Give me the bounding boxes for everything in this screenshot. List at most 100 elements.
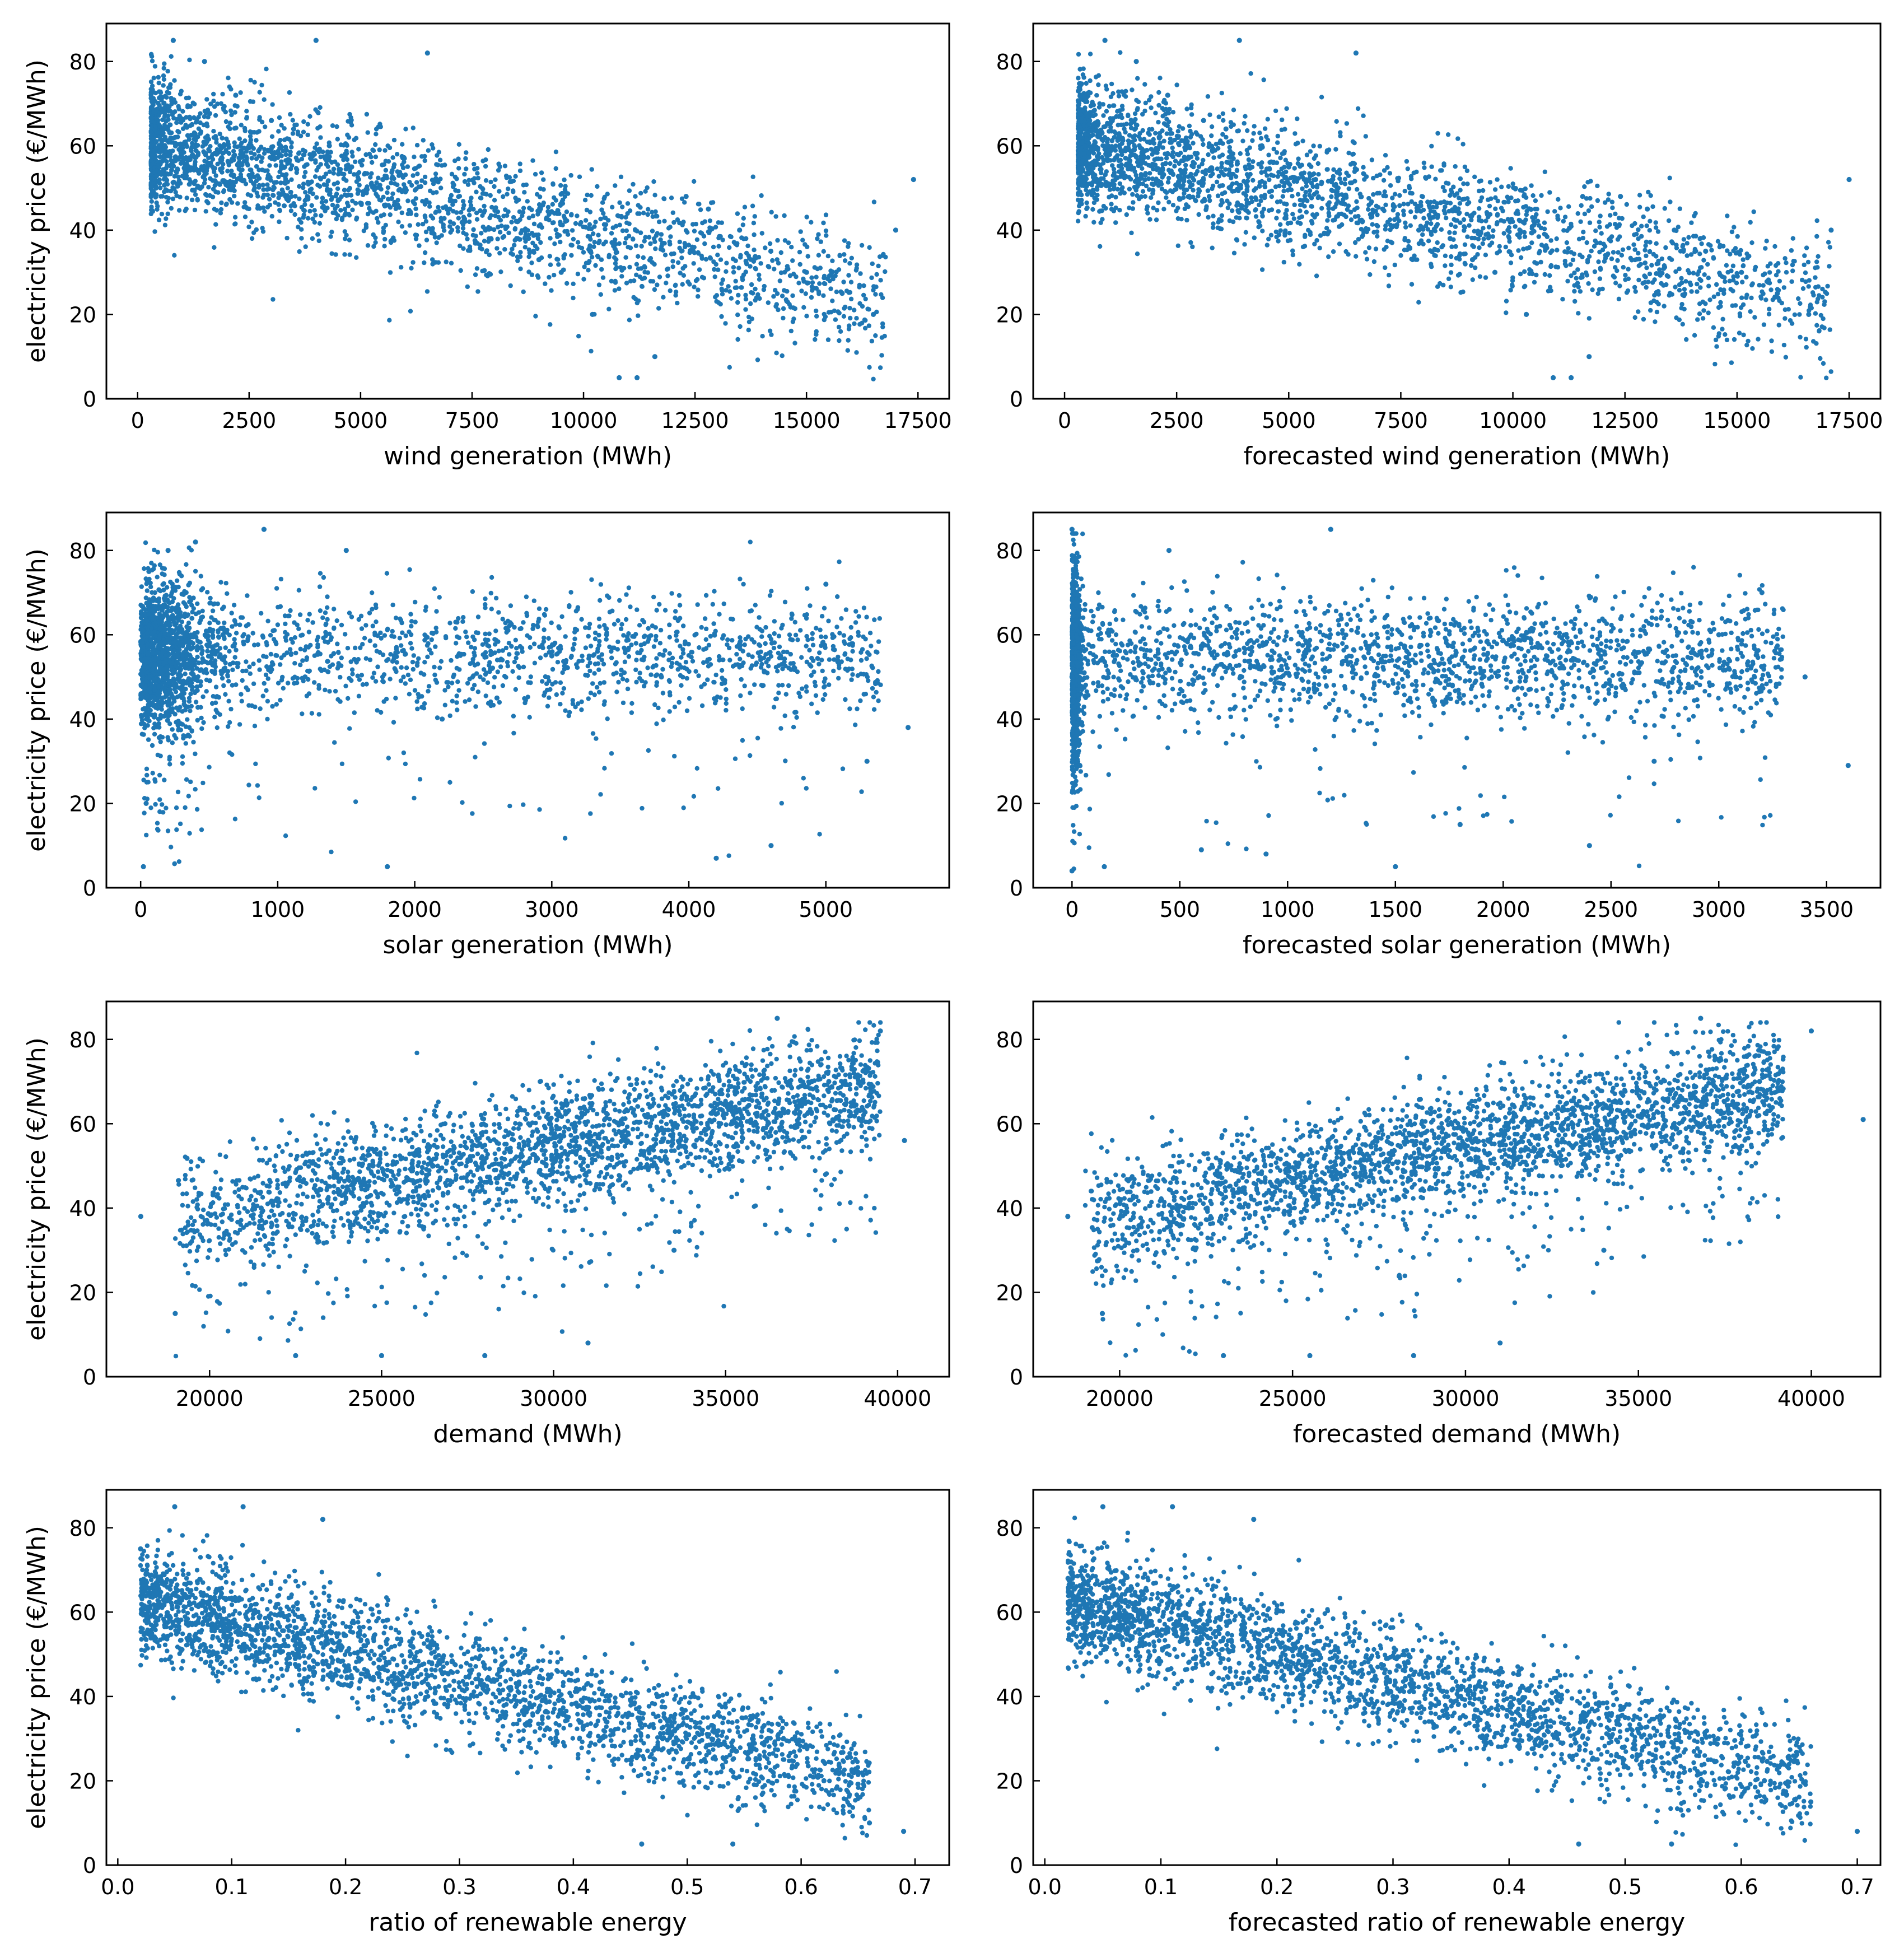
scatter-point xyxy=(246,206,251,212)
scatter-point xyxy=(1631,242,1636,247)
scatter-point xyxy=(454,176,459,181)
scatter-point xyxy=(1337,176,1342,181)
scatter-point xyxy=(823,281,828,286)
scatter-point xyxy=(1333,147,1338,152)
scatter-point xyxy=(450,202,455,207)
scatter-point xyxy=(1562,215,1568,220)
scatter-point xyxy=(1827,245,1832,250)
scatter-point xyxy=(1191,188,1196,193)
scatter-point xyxy=(731,265,736,270)
scatter-point xyxy=(162,106,167,111)
scatter-point xyxy=(150,125,155,130)
scatter-point xyxy=(1477,245,1482,250)
scatter-point xyxy=(1284,216,1289,221)
scatter-point xyxy=(877,254,883,259)
scatter-point xyxy=(370,185,375,190)
scatter-point xyxy=(801,276,806,282)
scatter-point xyxy=(1210,225,1216,230)
scatter-panel-wind: 0 2500 5000 7500 10000 12500 15000 175000204060… xyxy=(22,22,952,470)
scatter-point xyxy=(478,245,483,251)
scatter-point xyxy=(1117,131,1122,136)
scatter-point xyxy=(603,222,609,227)
scatter-point xyxy=(1386,283,1392,288)
scatter-point xyxy=(521,289,526,295)
scatter-point xyxy=(162,137,167,142)
scatter-point xyxy=(1711,294,1716,299)
scatter-point xyxy=(176,104,181,109)
scatter-point xyxy=(316,110,321,115)
scatter-point xyxy=(883,269,888,274)
scatter-point xyxy=(188,179,193,184)
scatter-point xyxy=(354,179,360,184)
scatter-point xyxy=(339,217,345,222)
scatter-point xyxy=(267,186,272,192)
scatter-point xyxy=(1314,212,1319,217)
scatter-point xyxy=(1613,281,1618,286)
scatter-point xyxy=(1781,342,1787,348)
scatter-point xyxy=(584,260,589,265)
scatter-point xyxy=(1626,245,1631,250)
scatter-point xyxy=(1306,227,1311,233)
scatter-point xyxy=(1465,196,1470,201)
scatter-point xyxy=(1273,184,1278,189)
scatter-point xyxy=(830,299,835,304)
scatter-point xyxy=(335,197,340,203)
data-point xyxy=(326,143,332,148)
scatter-point xyxy=(1132,169,1137,174)
scatter-point xyxy=(423,229,429,235)
scatter-point xyxy=(462,179,468,184)
scatter-point xyxy=(1266,152,1271,157)
scatter-point xyxy=(1244,187,1249,193)
scatter-point xyxy=(480,159,486,164)
scatter-point xyxy=(1319,181,1324,187)
scatter-point xyxy=(1175,174,1181,179)
scatter-point xyxy=(1103,172,1108,178)
scatter-point xyxy=(159,146,165,151)
scatter-point xyxy=(257,90,262,95)
scatter-point xyxy=(1119,141,1124,146)
scatter-point xyxy=(482,239,487,244)
scatter-point xyxy=(384,174,389,179)
scatter-point xyxy=(1245,128,1250,133)
scatter-point xyxy=(172,100,178,105)
scatter-point xyxy=(232,144,237,149)
scatter-point xyxy=(1524,212,1529,217)
scatter-point xyxy=(341,157,346,162)
scatter-point xyxy=(461,203,466,208)
scatter-point xyxy=(1387,273,1392,278)
scatter-point xyxy=(416,222,421,227)
scatter-point xyxy=(1226,139,1231,145)
scatter-point xyxy=(846,273,851,278)
scatter-point xyxy=(1699,241,1704,246)
scatter-point xyxy=(1711,255,1716,260)
scatter-point xyxy=(248,167,253,173)
scatter-point xyxy=(652,287,657,292)
scatter-point xyxy=(466,178,472,183)
scatter-point xyxy=(497,250,502,256)
scatter-point xyxy=(860,320,865,325)
scatter-point xyxy=(550,202,555,207)
scatter-point xyxy=(186,137,192,142)
scatter-point xyxy=(1383,265,1388,271)
scatter-point xyxy=(638,230,643,235)
scatter-point xyxy=(1091,220,1096,225)
scatter-point xyxy=(1115,187,1121,192)
scatter-point xyxy=(740,277,745,282)
scatter-point xyxy=(1807,278,1812,283)
scatter-point xyxy=(707,218,713,223)
scatter-point xyxy=(376,220,381,225)
scatter-point xyxy=(307,114,312,119)
scatter-point xyxy=(252,186,257,191)
scatter-point xyxy=(1723,332,1728,337)
scatter-point xyxy=(430,216,436,221)
scatter-point xyxy=(821,249,827,254)
scatter-point xyxy=(1684,241,1690,246)
scatter-point xyxy=(650,260,655,265)
scatter-point xyxy=(354,215,360,221)
scatter-point xyxy=(466,219,472,225)
scatter-point xyxy=(596,232,601,237)
scatter-point xyxy=(345,132,350,137)
scatter-point xyxy=(680,248,685,253)
scatter-point xyxy=(419,154,424,159)
